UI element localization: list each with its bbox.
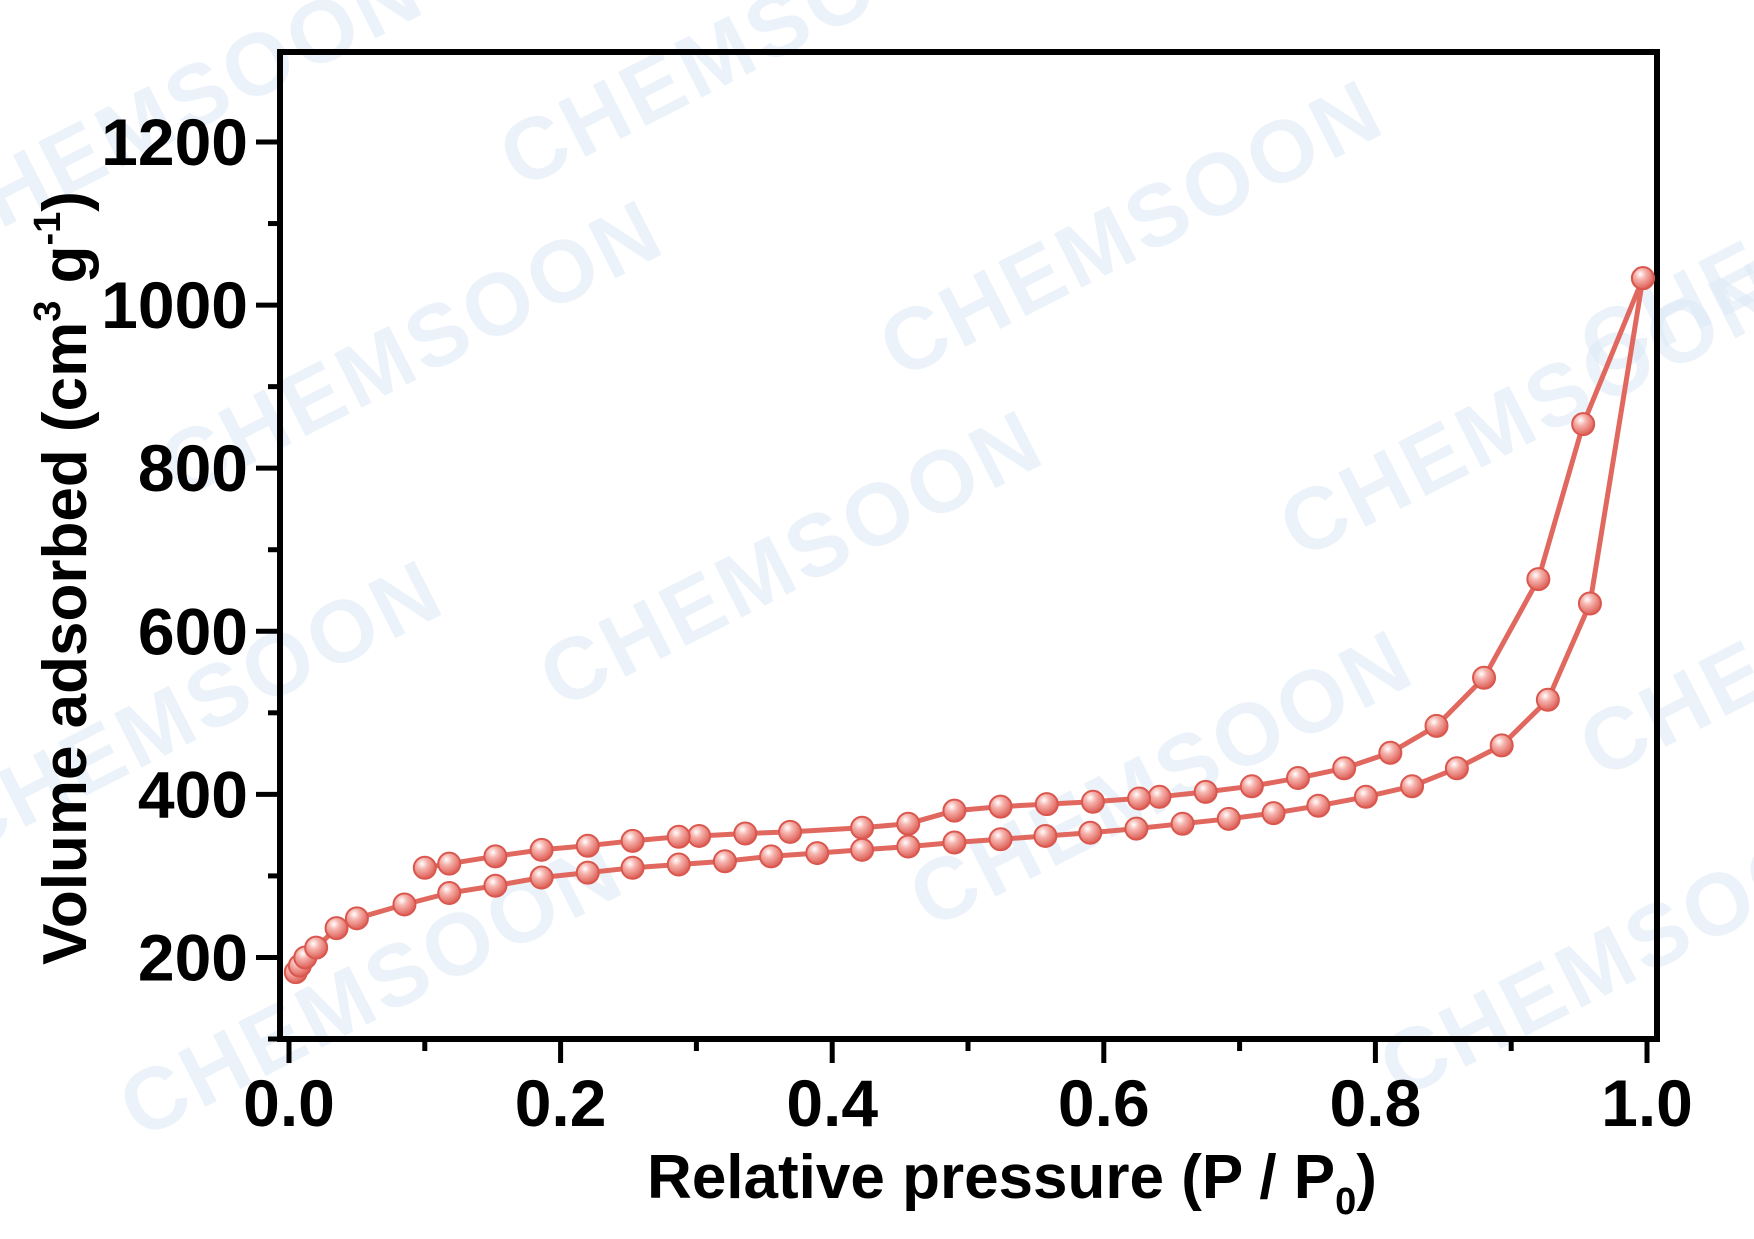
data-point-desorption (988, 794, 1013, 819)
watermark-layer: CHEMSOONCHEMSOONCHEMSOONCHEMSOONCHEMSOON… (0, 0, 1754, 1157)
data-point-adsorption (1170, 811, 1195, 836)
x-tick-label: 0.6 (1058, 1066, 1150, 1140)
data-point-desorption (437, 851, 462, 876)
data-point-adsorption (759, 844, 784, 869)
data-point-desorption (1332, 756, 1357, 781)
series-line-adsorption (293, 277, 1646, 974)
data-point-desorption (575, 833, 600, 858)
x-tick-label: 0.0 (243, 1066, 335, 1140)
series-line-desorption (424, 277, 1646, 871)
x-tick-label: 0.2 (515, 1066, 607, 1140)
data-point-desorption (1147, 784, 1172, 809)
data-point-desorption (666, 824, 691, 849)
y-axis-title-superscript-2: -1 (27, 212, 69, 246)
data-point-adsorption (1216, 806, 1241, 831)
x-tick-label: 1.0 (1601, 1066, 1693, 1140)
data-point-adsorption (529, 865, 554, 890)
data-point-adsorption (620, 855, 645, 880)
data-point-desorption (850, 815, 875, 840)
data-point-adsorption (896, 834, 921, 859)
data-point-adsorption (1577, 591, 1602, 616)
data-point-desorption (733, 821, 758, 846)
data-point-desorption (412, 855, 437, 880)
y-tick-label: 400 (138, 757, 248, 831)
y-tick-label: 600 (138, 594, 248, 668)
data-point-adsorption (324, 916, 349, 941)
y-tick-label: 800 (138, 431, 248, 505)
data-point-desorption (1424, 713, 1449, 738)
y-axis-ticks: 200 400 600 800 1000 1200 (101, 105, 280, 1042)
data-point-adsorption (483, 873, 508, 898)
data-point-desorption (1034, 792, 1059, 817)
data-point-desorption (1193, 779, 1218, 804)
data-point-adsorption (344, 906, 369, 931)
data-point-desorption (1127, 786, 1152, 811)
data-point-desorption (1472, 665, 1497, 690)
data-point-desorption (1526, 567, 1551, 592)
watermark-text: CHEMSOON (864, 59, 1399, 397)
data-point-desorption (1285, 766, 1310, 791)
watermark-text: CHEMSOON (484, 0, 1019, 207)
x-axis-title: Relative pressure (P / P0) (647, 1143, 1377, 1223)
y-axis-title: Volume adsorbed (cm3 g-1) (27, 191, 100, 965)
data-point-desorption (896, 811, 921, 836)
data-point-desorption (1571, 412, 1596, 437)
data-point-adsorption (1261, 801, 1286, 826)
x-tick-label: 0.8 (1330, 1066, 1422, 1140)
data-point-adsorption (1078, 820, 1103, 845)
data-point-desorption (529, 837, 554, 862)
data-point-adsorption (1400, 774, 1425, 799)
data-point-desorption (1378, 740, 1403, 765)
data-point-adsorption (575, 860, 600, 885)
y-tick-label: 1000 (101, 268, 248, 342)
data-point-desorption (687, 823, 712, 848)
x-axis-title-subscript: 0 (1335, 1181, 1356, 1223)
watermark-text: CHEMSOON (1364, 779, 1754, 1117)
data-point-desorption (1080, 789, 1105, 814)
data-point-desorption (620, 828, 645, 853)
data-point-desorption (1630, 266, 1655, 291)
data-point-adsorption (304, 935, 329, 960)
data-point-desorption (483, 844, 508, 869)
y-axis-title-superscript-1: 3 (27, 301, 69, 322)
data-point-adsorption (1124, 816, 1149, 841)
series-lines (293, 277, 1646, 974)
data-point-adsorption (712, 849, 737, 874)
data-point-adsorption (666, 852, 691, 877)
series-markers (283, 266, 1655, 985)
data-point-adsorption (805, 841, 830, 866)
data-point-adsorption (1535, 687, 1560, 712)
data-point-adsorption (1489, 733, 1514, 758)
data-point-adsorption (1306, 793, 1331, 818)
data-point-desorption (778, 819, 803, 844)
data-point-adsorption (988, 827, 1013, 852)
x-axis-ticks: 0.0 0.2 0.4 0.6 0.8 1.0 (243, 1039, 1693, 1140)
data-point-desorption (1239, 774, 1264, 799)
x-tick-label: 0.4 (786, 1066, 878, 1140)
data-point-desorption (942, 798, 967, 823)
data-point-adsorption (942, 830, 967, 855)
data-point-adsorption (392, 892, 417, 917)
data-point-adsorption (1033, 823, 1058, 848)
data-point-adsorption (1353, 784, 1378, 809)
watermark-text: CHEMSOON (524, 389, 1059, 727)
data-point-adsorption (437, 881, 462, 906)
data-point-adsorption (850, 837, 875, 862)
y-tick-label: 200 (138, 920, 248, 994)
data-point-adsorption (1444, 756, 1469, 781)
y-tick-label: 1200 (101, 105, 248, 179)
